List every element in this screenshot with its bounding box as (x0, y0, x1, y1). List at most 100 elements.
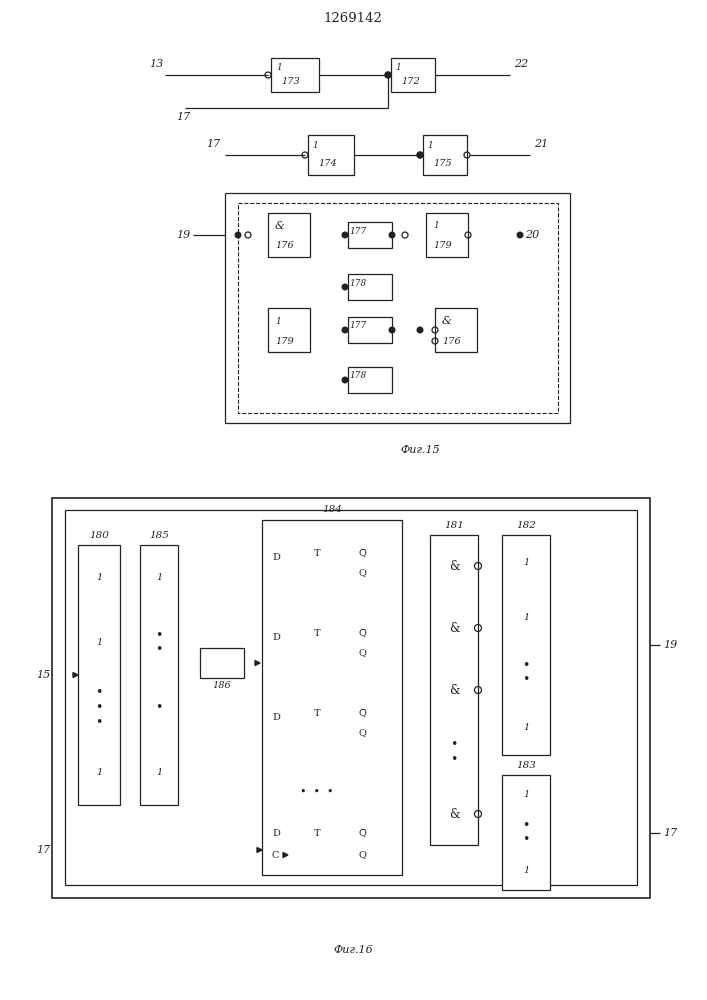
Text: 178: 178 (349, 371, 367, 380)
Text: •
•: • • (450, 738, 457, 766)
Text: &: & (449, 684, 460, 696)
Text: 185: 185 (149, 530, 169, 540)
Text: T: T (314, 629, 320, 638)
Bar (348, 367, 392, 393)
Text: 1: 1 (523, 866, 529, 875)
Text: &: & (449, 560, 460, 572)
Text: Фиг.15: Фиг.15 (400, 445, 440, 455)
Bar (200, 648, 244, 678)
Text: 179: 179 (433, 241, 452, 250)
Text: 19: 19 (176, 230, 190, 240)
Bar (65, 510, 637, 885)
Polygon shape (283, 852, 288, 857)
Text: 1: 1 (96, 768, 102, 777)
Text: 13: 13 (148, 59, 163, 69)
Bar (238, 203, 558, 413)
Text: D: D (272, 554, 280, 562)
Text: 1: 1 (395, 64, 401, 73)
Text: 177: 177 (349, 227, 367, 235)
Text: •
•
•: • • • (95, 686, 103, 729)
Polygon shape (257, 848, 262, 852)
Bar (308, 135, 354, 175)
Bar (268, 308, 310, 352)
Text: 183: 183 (516, 760, 536, 770)
Text: 173: 173 (281, 78, 300, 87)
Text: Q̅: Q̅ (358, 548, 366, 558)
Text: 1: 1 (427, 141, 433, 150)
Text: T: T (314, 548, 320, 558)
Bar (78, 545, 120, 805)
Text: 176: 176 (276, 241, 294, 250)
Text: Q: Q (358, 568, 366, 578)
Text: 178: 178 (349, 278, 367, 288)
Text: T: T (314, 828, 320, 838)
Circle shape (385, 72, 391, 78)
Polygon shape (73, 672, 78, 678)
Text: D: D (272, 714, 280, 722)
Text: D: D (272, 828, 280, 838)
Text: 1: 1 (275, 316, 281, 326)
Text: 1: 1 (156, 768, 162, 777)
Bar (430, 535, 478, 845)
Circle shape (417, 152, 423, 158)
Bar (435, 308, 477, 352)
Text: C: C (272, 850, 279, 859)
Text: 19: 19 (663, 640, 677, 650)
Text: &: & (449, 621, 460, 635)
Text: &: & (442, 316, 452, 326)
Text: 176: 176 (443, 336, 462, 346)
Text: 181: 181 (444, 520, 464, 530)
Bar (268, 213, 310, 257)
Text: 175: 175 (433, 159, 452, 168)
Text: Q: Q (358, 728, 366, 738)
Text: 1: 1 (523, 790, 529, 799)
Text: 180: 180 (89, 530, 109, 540)
Bar (502, 535, 550, 755)
Text: 1: 1 (276, 64, 282, 73)
Text: D: D (272, 634, 280, 643)
Text: 20: 20 (525, 230, 539, 240)
Bar (391, 58, 435, 92)
Text: 15: 15 (36, 670, 50, 680)
Text: 1: 1 (312, 141, 318, 150)
Text: 17: 17 (206, 139, 220, 149)
Text: •: • (156, 701, 163, 714)
Text: Q̅: Q̅ (358, 828, 366, 838)
Bar (262, 520, 402, 875)
Circle shape (417, 327, 423, 333)
Text: Фиг.16: Фиг.16 (333, 945, 373, 955)
Circle shape (235, 232, 241, 238)
Text: 1: 1 (523, 558, 529, 567)
Text: 186: 186 (213, 682, 231, 690)
Text: Q̅: Q̅ (358, 708, 366, 718)
Bar (423, 135, 467, 175)
Text: 177: 177 (349, 322, 367, 330)
Circle shape (389, 327, 395, 333)
Text: 172: 172 (402, 78, 421, 87)
Text: 17: 17 (176, 112, 190, 122)
Bar (271, 58, 319, 92)
Bar (348, 222, 392, 248)
Text: 1269142: 1269142 (324, 11, 382, 24)
Circle shape (518, 232, 522, 238)
Bar (426, 213, 468, 257)
Text: 179: 179 (276, 336, 294, 346)
Circle shape (342, 232, 348, 238)
Text: 174: 174 (319, 159, 337, 168)
Bar (348, 317, 392, 343)
Text: Q: Q (358, 648, 366, 658)
Text: •
•: • • (522, 818, 530, 846)
Text: &: & (275, 221, 285, 231)
Circle shape (342, 327, 348, 333)
Text: &: & (449, 808, 460, 820)
Text: 17: 17 (36, 845, 50, 855)
Text: 17: 17 (663, 828, 677, 838)
Text: Q̅: Q̅ (358, 629, 366, 638)
Polygon shape (255, 660, 260, 666)
Text: Q: Q (358, 850, 366, 859)
Text: •
•: • • (156, 629, 163, 656)
Text: 1: 1 (523, 723, 529, 732)
Text: 1: 1 (433, 222, 439, 231)
Text: 1: 1 (523, 613, 529, 622)
Bar (348, 274, 392, 300)
